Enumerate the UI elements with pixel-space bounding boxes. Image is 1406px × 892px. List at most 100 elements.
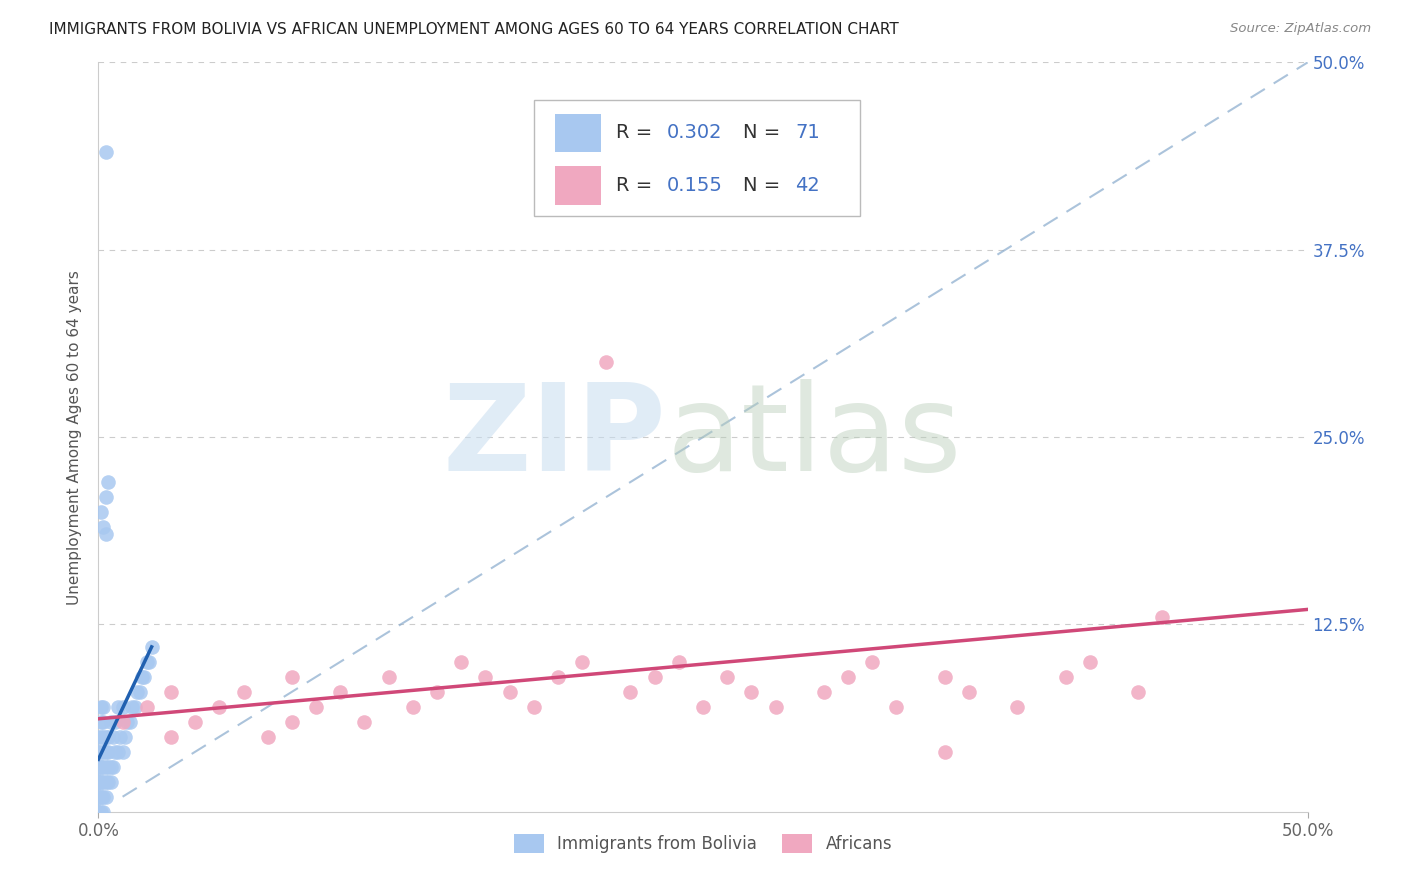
- Point: [141, 640, 163, 654]
- Point: [97, 774, 120, 789]
- Point: [91, 730, 114, 744]
- Point: [547, 670, 569, 684]
- FancyBboxPatch shape: [555, 113, 602, 153]
- Point: [134, 670, 156, 684]
- Text: R =: R =: [616, 176, 652, 194]
- FancyBboxPatch shape: [555, 166, 602, 204]
- Point: [716, 670, 738, 684]
- Point: [87, 774, 110, 789]
- Point: [128, 685, 150, 699]
- Point: [91, 789, 114, 804]
- Legend: Immigrants from Bolivia, Africans: Immigrants from Bolivia, Africans: [508, 827, 898, 860]
- Point: [90, 714, 112, 729]
- Point: [1128, 685, 1150, 699]
- Point: [450, 655, 472, 669]
- Point: [94, 760, 117, 774]
- Point: [91, 714, 114, 729]
- Point: [1078, 655, 1101, 669]
- Point: [107, 745, 129, 759]
- Point: [135, 655, 157, 669]
- Point: [90, 760, 112, 774]
- Point: [100, 760, 122, 774]
- Point: [94, 774, 117, 789]
- Point: [934, 670, 956, 684]
- Point: [232, 685, 254, 699]
- Point: [90, 789, 112, 804]
- Point: [957, 685, 980, 699]
- Point: [91, 760, 114, 774]
- Point: [111, 745, 134, 759]
- Point: [97, 475, 120, 489]
- Point: [619, 685, 641, 699]
- Point: [94, 145, 117, 160]
- Point: [94, 730, 117, 744]
- Text: 0.155: 0.155: [666, 176, 723, 194]
- Point: [377, 670, 399, 684]
- Point: [127, 685, 149, 699]
- Point: [1007, 699, 1029, 714]
- Point: [91, 774, 114, 789]
- Point: [101, 730, 124, 744]
- Point: [87, 760, 110, 774]
- Point: [90, 745, 112, 759]
- Point: [523, 699, 546, 714]
- Point: [91, 699, 114, 714]
- Point: [305, 699, 328, 714]
- Point: [402, 699, 425, 714]
- Point: [87, 760, 110, 774]
- Point: [100, 714, 122, 729]
- Point: [886, 699, 908, 714]
- Text: 71: 71: [794, 123, 820, 143]
- Point: [91, 745, 114, 759]
- Point: [813, 685, 835, 699]
- Point: [87, 789, 110, 804]
- Point: [117, 714, 139, 729]
- Point: [765, 699, 787, 714]
- Point: [692, 699, 714, 714]
- Point: [87, 730, 110, 744]
- Point: [571, 655, 593, 669]
- Point: [131, 670, 153, 684]
- Point: [94, 745, 117, 759]
- Point: [100, 774, 122, 789]
- Point: [108, 730, 131, 744]
- Text: Source: ZipAtlas.com: Source: ZipAtlas.com: [1230, 22, 1371, 36]
- Point: [87, 774, 110, 789]
- FancyBboxPatch shape: [534, 100, 860, 216]
- Point: [281, 670, 304, 684]
- Point: [208, 699, 231, 714]
- Point: [934, 745, 956, 759]
- Point: [860, 655, 883, 669]
- Point: [90, 760, 112, 774]
- Text: ZIP: ZIP: [443, 378, 666, 496]
- Point: [124, 699, 146, 714]
- Point: [160, 730, 183, 744]
- Text: 0.302: 0.302: [666, 123, 723, 143]
- Point: [87, 805, 110, 819]
- Text: 42: 42: [794, 176, 820, 194]
- Point: [90, 699, 112, 714]
- Point: [101, 760, 124, 774]
- Point: [498, 685, 520, 699]
- Point: [90, 774, 112, 789]
- Point: [281, 714, 304, 729]
- Point: [474, 670, 496, 684]
- Point: [135, 699, 157, 714]
- Point: [97, 730, 120, 744]
- Point: [111, 714, 134, 729]
- Text: atlas: atlas: [666, 378, 962, 496]
- Point: [87, 805, 110, 819]
- Point: [94, 527, 117, 541]
- Point: [256, 730, 278, 744]
- Point: [90, 805, 112, 819]
- Point: [97, 745, 120, 759]
- Point: [94, 490, 117, 504]
- Point: [118, 714, 141, 729]
- Y-axis label: Unemployment Among Ages 60 to 64 years: Unemployment Among Ages 60 to 64 years: [67, 269, 83, 605]
- Point: [668, 655, 690, 669]
- Point: [87, 774, 110, 789]
- Point: [329, 685, 352, 699]
- Point: [90, 730, 112, 744]
- Point: [104, 714, 127, 729]
- Point: [87, 745, 110, 759]
